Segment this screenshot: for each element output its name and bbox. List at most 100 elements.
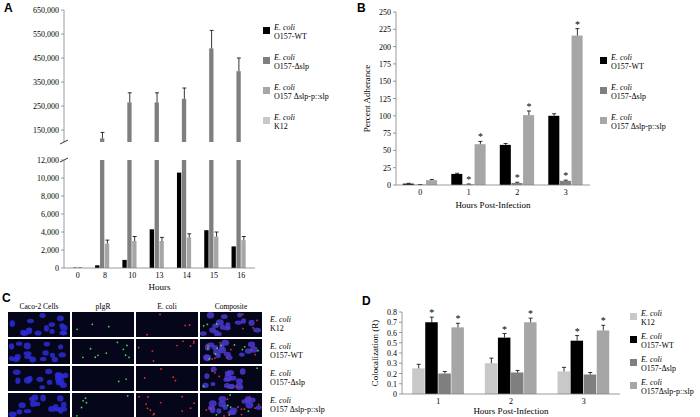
y-tick-label: 0.5 — [387, 339, 397, 348]
y-tick — [393, 46, 396, 47]
nucleus — [237, 313, 242, 318]
data-group — [68, 30, 251, 268]
y-tick — [399, 383, 402, 384]
green-signal — [118, 381, 120, 383]
micrograph-bg — [72, 339, 134, 364]
error-stem — [129, 93, 130, 103]
bar — [214, 237, 218, 268]
red-signal — [235, 386, 237, 388]
red-signal — [144, 377, 146, 379]
nucleus — [37, 377, 44, 382]
red-signal — [243, 408, 245, 410]
y-tick-label: 150,000 — [33, 126, 59, 135]
error-bar — [489, 358, 493, 363]
y-tick — [393, 29, 396, 30]
green-signal — [241, 349, 243, 351]
nucleus — [227, 370, 234, 375]
red-signal — [254, 407, 256, 409]
significance-mark: * — [601, 315, 606, 326]
green-signal — [203, 386, 205, 388]
red-signal — [250, 349, 252, 351]
red-signal — [207, 346, 209, 348]
x-tick-label: 16 — [237, 271, 245, 280]
green-signal — [97, 354, 99, 356]
error-cap — [105, 240, 109, 241]
x-tick-label: 0 — [418, 188, 422, 197]
micrograph-bg — [136, 393, 198, 417]
nucleus — [47, 380, 52, 385]
green-signal — [220, 345, 222, 347]
nucleus — [13, 370, 21, 375]
nucleus — [211, 367, 217, 373]
y-tick-label: 0.8 — [387, 308, 397, 317]
row-label: E. coliO157-Δslp — [269, 369, 305, 387]
bar — [571, 341, 583, 394]
panel: CCaco-2 CellspIgRE. coliCompositeE. coli… — [2, 291, 325, 417]
error-cap — [100, 132, 104, 133]
panel: D00.10.20.30.40.50.60.70.8123Hours Post-… — [362, 294, 694, 416]
legend-label-line: O157Δslp-p::slp — [641, 387, 694, 396]
bar — [438, 374, 450, 395]
green-signal — [216, 414, 218, 416]
legend-label-line: O157-WT — [274, 32, 307, 41]
micrograph-bg — [72, 393, 134, 417]
y-tick-label: 150 — [379, 77, 391, 86]
y-tick — [399, 353, 402, 354]
row-label: E. coliO157 Δslp-p::slp — [269, 396, 325, 414]
nucleus — [17, 409, 23, 414]
y-tick — [393, 98, 396, 99]
legend-label-line: E. coli — [273, 83, 295, 92]
nucleus — [16, 342, 22, 346]
y-tick-label: 0.7 — [387, 318, 397, 327]
row-label-line: O157 Δslp-p::slp — [270, 405, 325, 414]
y-tick-label: 250 — [379, 8, 391, 17]
green-signal — [91, 323, 93, 325]
nucleus — [212, 345, 218, 350]
legend-label-line: E. coli — [610, 113, 632, 122]
nucleus — [24, 342, 31, 349]
bar — [426, 180, 437, 185]
x-tick-label: 8 — [103, 271, 107, 280]
y-tick — [399, 373, 402, 374]
legend-label-line: O157-Δslp — [641, 364, 676, 373]
legend-label: E. coliO157-WT — [273, 23, 307, 41]
nucleus — [24, 377, 31, 384]
legend-label-line: E. coli — [273, 53, 295, 62]
legend-label-line: O157-Δslp — [611, 92, 646, 101]
error-stem — [102, 132, 103, 138]
error-bar — [504, 143, 508, 144]
y-tick-label: 225 — [379, 25, 391, 34]
bar — [209, 48, 213, 268]
bar — [451, 174, 462, 185]
green-signal — [105, 352, 107, 354]
micrograph — [200, 393, 262, 417]
y-tick-label: 350,000 — [33, 78, 59, 87]
red-signal — [241, 414, 243, 416]
error-stem — [418, 364, 419, 368]
legend-label: E. coliO157-Δslp — [273, 53, 309, 71]
error-stem — [211, 30, 212, 48]
red-signal — [160, 402, 162, 404]
bar — [132, 241, 136, 268]
y-tick-label: 250,000 — [33, 102, 59, 111]
y-tick — [61, 232, 64, 233]
nucleus — [35, 402, 40, 407]
error-bar — [242, 237, 246, 241]
error-cap — [588, 372, 592, 373]
green-signal — [227, 405, 229, 407]
y-tick — [61, 58, 64, 59]
y-tick-label: 0.4 — [387, 349, 397, 358]
legend-label: E. coliK12 — [273, 113, 295, 131]
error-stem — [577, 29, 578, 36]
y-tick — [61, 160, 64, 161]
error-stem — [157, 93, 158, 103]
nucleus — [15, 378, 20, 385]
nucleus — [227, 384, 235, 389]
green-signal — [256, 367, 258, 369]
bar — [127, 102, 131, 268]
red-signal — [214, 372, 216, 374]
axis-break — [60, 140, 68, 144]
bar — [524, 322, 536, 394]
nucleus — [204, 355, 211, 361]
y-tick — [61, 178, 64, 179]
